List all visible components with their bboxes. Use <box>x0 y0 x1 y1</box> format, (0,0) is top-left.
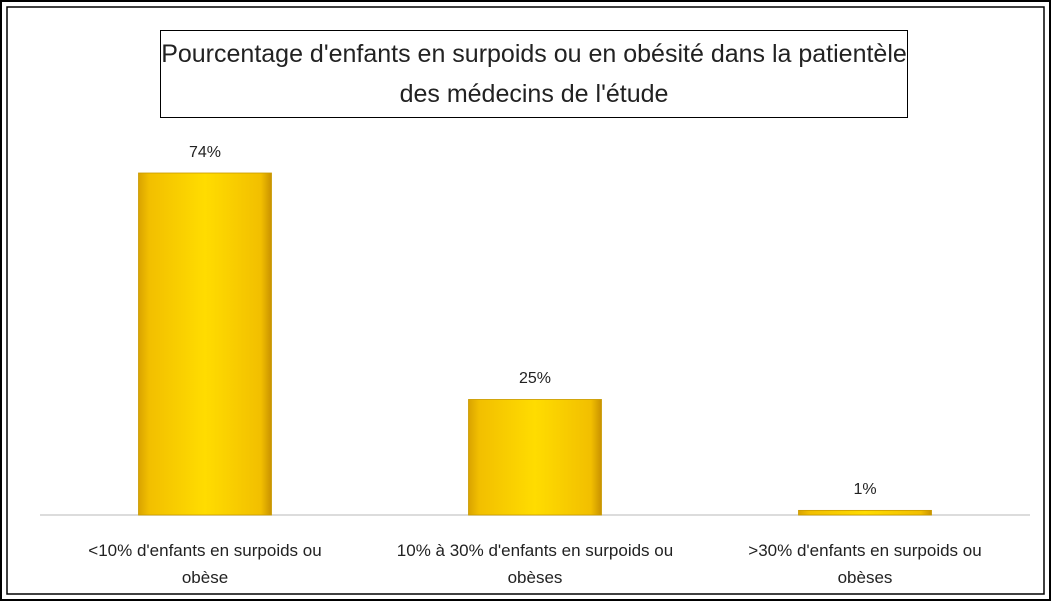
x-tick-label: 10% à 30% d'enfants en surpoids ou obèse… <box>396 541 674 587</box>
bar <box>138 172 272 516</box>
inner-frame <box>6 6 1045 595</box>
data-label: 1% <box>853 481 877 499</box>
x-tick-label: <10% d'enfants en surpoids ou obèse <box>88 541 322 587</box>
chart-title: Pourcentage d'enfants en surpoids ou en … <box>160 30 908 118</box>
bar <box>798 509 932 516</box>
data-label: 74% <box>188 144 222 161</box>
x-tick-label: >30% d'enfants en surpoids ou obèses <box>748 541 982 587</box>
data-label: 25% <box>518 370 552 388</box>
bar <box>468 399 602 516</box>
